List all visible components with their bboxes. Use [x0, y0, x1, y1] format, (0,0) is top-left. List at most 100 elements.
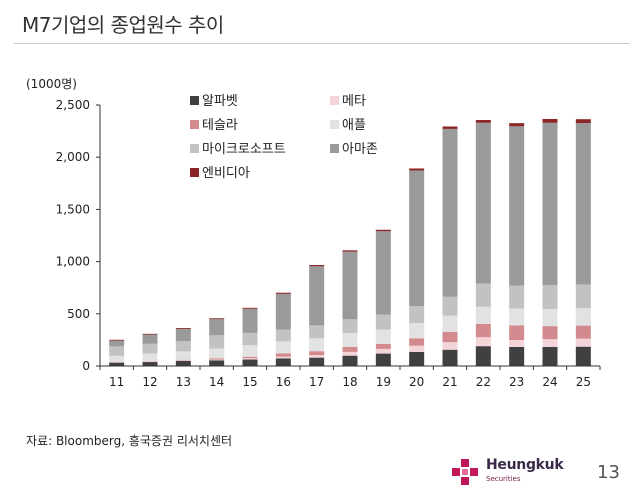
bar-segment — [409, 170, 425, 306]
y-tick-label: 500 — [67, 307, 90, 321]
bar-segment — [442, 342, 458, 350]
bar-segment — [142, 333, 158, 335]
y-axis-label: (1000명) — [26, 77, 77, 91]
bar-segment — [242, 359, 258, 366]
x-tick-label: 23 — [509, 375, 524, 389]
company-logo: Heungkuk Securities — [452, 456, 582, 486]
bar-segment — [442, 331, 458, 343]
bar-segment — [142, 353, 158, 362]
source-note: 자료: Bloomberg, 흥국증권 리서치센터 — [26, 434, 233, 448]
bar-segment — [342, 346, 358, 352]
employee-chart: (1000명) 0 500 1,000 1,500 2,000 2,500 11 12 13 14… — [26, 77, 601, 389]
bar-segment — [309, 266, 325, 326]
bar-segment — [375, 343, 391, 349]
legend-label: 테슬라 — [202, 118, 238, 133]
bar-segment — [175, 360, 191, 366]
bar-segment — [342, 355, 358, 366]
bar-segment — [275, 329, 291, 342]
bar-segment — [242, 308, 258, 333]
bar-segment — [542, 326, 558, 340]
bar-segment — [475, 346, 491, 366]
bar-segment — [309, 265, 325, 267]
bar-segment — [109, 346, 125, 356]
bar-segment — [175, 328, 191, 342]
bar-segment — [209, 358, 225, 360]
bar-segment — [509, 340, 525, 347]
bar-segment — [275, 356, 291, 359]
x-tick-label: 24 — [542, 375, 557, 389]
legend-swatch — [190, 168, 199, 177]
bar-segment — [575, 308, 591, 326]
bar-segment — [475, 122, 491, 284]
bar-segment — [409, 305, 425, 323]
legend-label: 알파벳 — [202, 94, 238, 109]
page-number: 13 — [597, 462, 620, 483]
bar-segment — [275, 358, 291, 366]
bar-segment — [175, 351, 191, 360]
x-tick-label: 11 — [109, 375, 124, 389]
logo-subtitle: Securities — [486, 475, 521, 483]
bar-segment — [375, 229, 391, 232]
bar-segment — [509, 346, 525, 366]
y-tick-label: 0 — [82, 359, 90, 373]
legend-swatch — [190, 144, 199, 153]
bar-segment — [442, 349, 458, 366]
bar-segment — [242, 356, 258, 359]
bar-segment — [242, 358, 258, 360]
bar-segment — [375, 314, 391, 330]
bar-segment — [242, 307, 258, 309]
bar-segment — [175, 341, 191, 352]
bar-segment — [209, 319, 225, 336]
bar-segment — [409, 351, 425, 366]
legend-label: 마이크로소프트 — [202, 142, 286, 157]
legend-swatch — [330, 144, 339, 153]
bar-segment — [342, 251, 358, 320]
bar-segment — [209, 359, 225, 361]
bar-segment — [509, 123, 525, 127]
legend-swatch — [330, 96, 339, 105]
bar-segment — [542, 346, 558, 366]
bar-segment — [475, 120, 491, 123]
bar-segment — [209, 360, 225, 366]
legend-label: 엔비디아 — [202, 166, 250, 181]
bar-segment — [275, 353, 291, 357]
bar-segment — [209, 348, 225, 359]
bar-segment — [509, 285, 525, 309]
x-tick-label: 14 — [209, 375, 224, 389]
bar-segment — [442, 128, 458, 297]
bar-segment — [309, 351, 325, 356]
bar-segment — [375, 329, 391, 344]
bar-segment — [342, 250, 358, 252]
bar-segment — [575, 325, 591, 339]
bar-segment — [375, 353, 391, 366]
heungkuk-logo-icon — [452, 459, 478, 485]
bar-segment — [575, 346, 591, 366]
bar-segment — [342, 319, 358, 334]
bar-segment — [109, 355, 125, 363]
bar-segment — [409, 322, 425, 339]
bar-segment — [542, 118, 558, 123]
page-title: M7기업의 종업원수 추이 — [22, 13, 224, 37]
bar-segment — [542, 308, 558, 327]
bar-segment — [409, 338, 425, 346]
x-tick-label: 19 — [376, 375, 391, 389]
x-tick-label: 13 — [176, 375, 191, 389]
legend-swatch — [190, 96, 199, 105]
x-tick-label: 15 — [242, 375, 257, 389]
bar-segment — [442, 315, 458, 332]
bar-segment — [575, 338, 591, 347]
bar-segment — [275, 292, 291, 294]
bar-segment — [509, 308, 525, 326]
bar-segment — [475, 283, 491, 307]
bar-segment — [275, 293, 291, 330]
bar-segment — [475, 323, 491, 338]
bar-segment — [309, 357, 325, 366]
bar-segment — [475, 337, 491, 347]
bar-segment — [142, 362, 158, 366]
bar-segment — [375, 348, 391, 354]
bar-segment — [209, 335, 225, 349]
x-tick-label: 12 — [142, 375, 157, 389]
x-tick-label: 25 — [576, 375, 591, 389]
x-tick-label: 17 — [309, 375, 324, 389]
bar-segment — [509, 126, 525, 286]
